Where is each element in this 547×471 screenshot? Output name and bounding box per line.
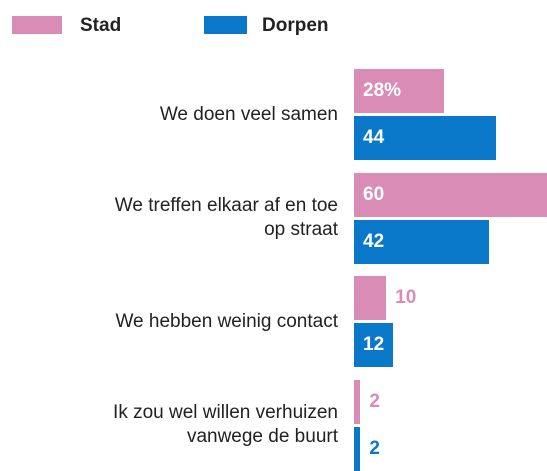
category-label: Ik zou wel willen verhuizen vanwege de b…: [113, 402, 338, 447]
category-label: We treffen elkaar af en toe op straat: [114, 195, 338, 240]
bar: [354, 172, 547, 217]
bar: [354, 323, 393, 367]
value-label: 2: [369, 437, 380, 459]
bar: [354, 219, 490, 264]
category-label: We hebben weinig contact: [115, 310, 338, 332]
value-label: 28%: [363, 80, 402, 101]
value-label: 60: [363, 183, 385, 205]
legend-label: Stad: [80, 15, 122, 36]
bar: [354, 379, 361, 424]
value-label: 44: [363, 127, 385, 148]
value-label: 10: [395, 287, 417, 308]
legend-swatch: [12, 16, 62, 34]
legend-label: Dorpen: [262, 15, 329, 36]
value-label: 12: [363, 334, 385, 355]
bar: [354, 276, 387, 320]
value-label: 42: [363, 230, 385, 252]
category-label: We doen veel samen: [159, 103, 338, 125]
bar: [354, 426, 361, 471]
bar: [354, 116, 496, 160]
legend-swatch: [204, 16, 247, 34]
bar: [354, 69, 445, 113]
value-label: 2: [369, 390, 380, 412]
